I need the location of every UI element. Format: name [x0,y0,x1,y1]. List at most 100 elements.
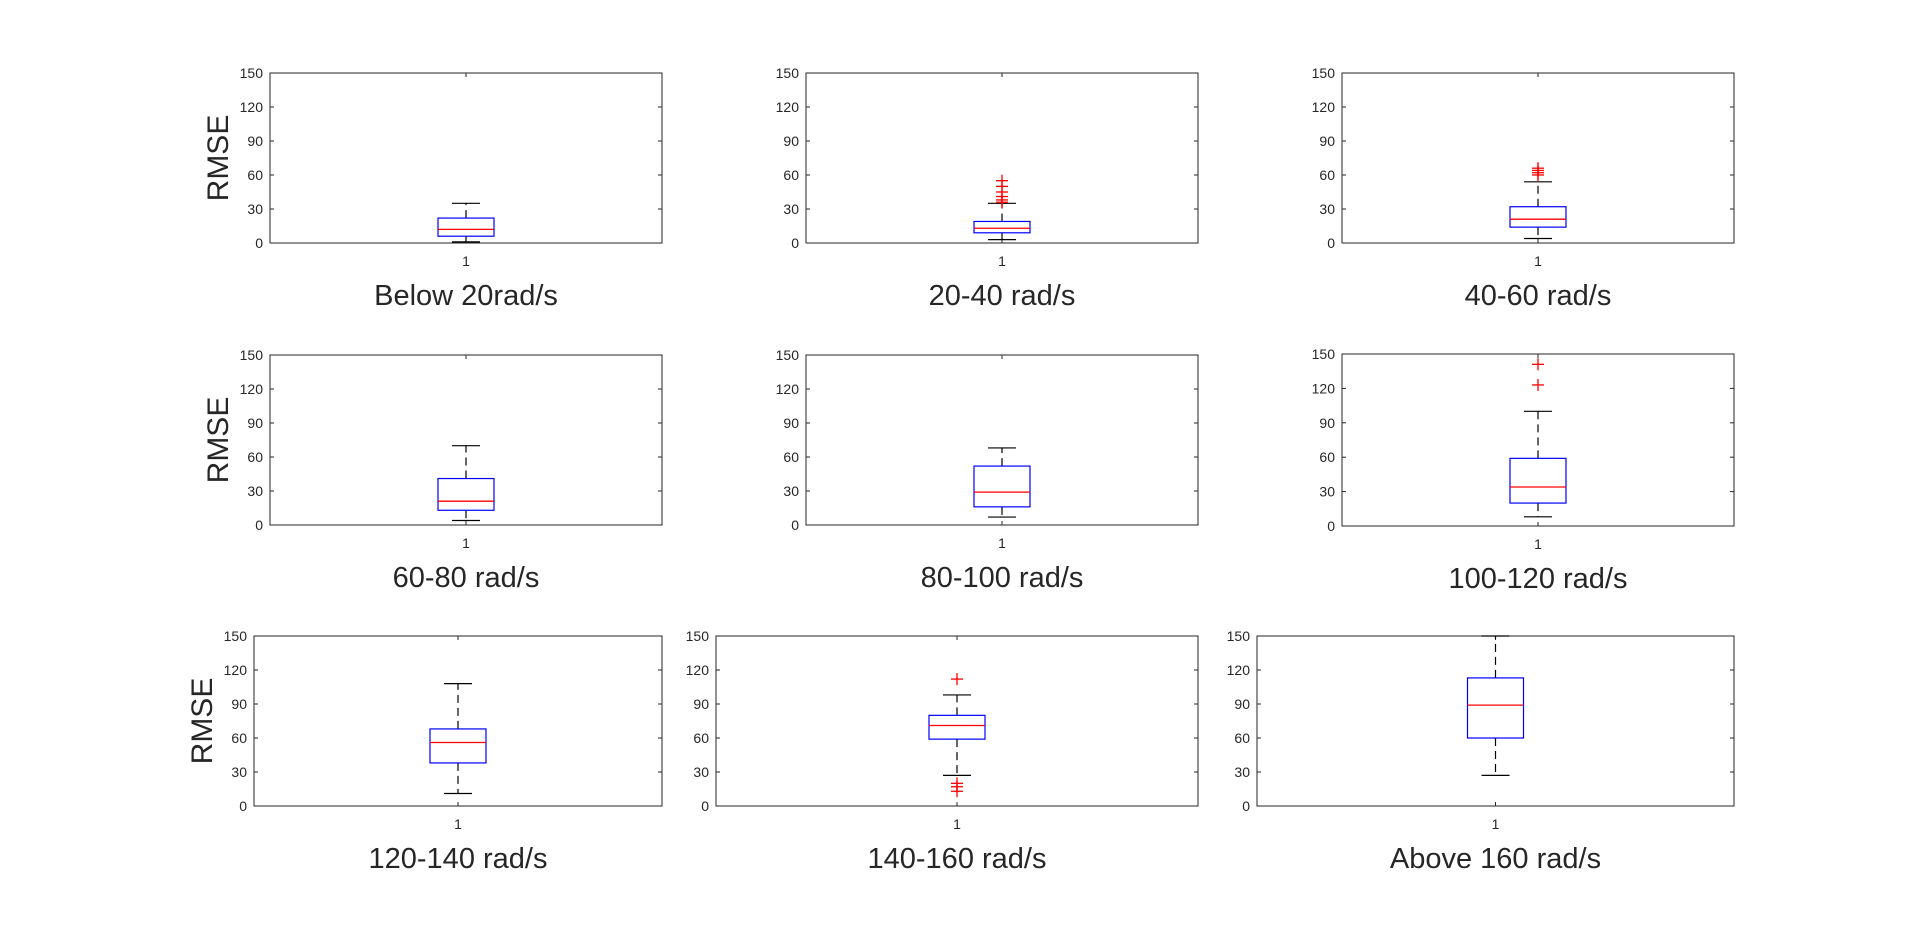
y-tick-label: 30 [247,483,263,499]
outlier-point [1532,378,1544,391]
y-tick-label: 90 [247,133,263,149]
subplot-1: 0 30 60 90 120 150 1 Below 20rad/s RMSE [202,65,663,312]
y-tick-label: 120 [1227,662,1251,678]
x-axis-label: 120-140 rad/s [369,843,548,875]
y-tick-label: 60 [247,449,263,465]
y-tick-label: 150 [686,628,710,644]
x-tick-label: 1 [953,816,961,832]
y-tick-label: 120 [776,99,800,115]
y-tick-label: 0 [255,517,263,533]
outlier-point [951,673,963,686]
y-tick-label: 150 [1227,628,1251,644]
y-tick-label: 0 [791,235,799,251]
x-axis-label: 100-120 rad/s [1449,563,1628,595]
y-tick-label: 60 [783,449,799,465]
y-tick-label: 30 [693,764,709,780]
subplot-8: 0 30 60 90 120 150 1 140-160 rad/s [686,628,1199,875]
x-axis-label: 20-40 rad/s [929,280,1076,312]
y-tick-label: 0 [1242,798,1250,814]
y-tick-label: 150 [240,65,264,81]
y-tick-label: 30 [1319,484,1335,500]
x-tick-label: 1 [454,816,462,832]
iqr-box [928,714,986,740]
outlier-point [1532,358,1544,371]
y-axis-label: RMSE [202,115,235,202]
y-tick-label: 120 [776,381,800,397]
x-axis-label: 140-160 rad/s [868,843,1047,875]
y-tick-label: 150 [1312,346,1336,362]
x-tick-label: 1 [998,535,1006,551]
y-tick-label: 60 [1234,730,1250,746]
iqr-box [437,217,495,237]
iqr-box [973,220,1031,234]
subplot-9: 0 30 60 90 120 150 1 Above 160 rad/s [1227,628,1735,875]
y-tick-label: 30 [231,764,247,780]
y-tick-label: 120 [686,662,710,678]
y-tick-label: 0 [239,798,247,814]
x-tick-label: 1 [998,253,1006,269]
y-tick-label: 60 [693,730,709,746]
y-tick-label: 90 [247,415,263,431]
subplot-3: 0 30 60 90 120 150 1 40-60 rad/s [1312,65,1735,312]
y-tick-label: 0 [1327,235,1335,251]
x-tick-label: 1 [1534,536,1542,552]
x-axis-label: 80-100 rad/s [921,562,1084,594]
y-tick-label: 60 [231,730,247,746]
subplot-7: 0 30 60 90 120 150 1 120-140 rad/s RMSE [186,628,663,875]
axes-frame [269,354,663,526]
x-tick-label: 1 [462,535,470,551]
subplot-5: 0 30 60 90 120 150 1 80-100 rad/s [776,347,1199,594]
y-tick-label: 30 [247,201,263,217]
y-tick-label: 60 [783,167,799,183]
y-tick-label: 150 [1312,65,1336,81]
y-tick-label: 120 [1312,99,1336,115]
iqr-box [1509,457,1567,504]
y-tick-label: 120 [1312,380,1336,396]
y-tick-label: 120 [240,99,264,115]
y-tick-label: 150 [240,347,264,363]
y-tick-label: 90 [1234,696,1250,712]
x-axis-label: 40-60 rad/s [1465,280,1612,312]
y-tick-label: 30 [1234,764,1250,780]
y-axis-label: RMSE [202,397,235,484]
outlier-point [996,174,1008,187]
outlier-point [951,777,963,790]
y-tick-label: 90 [1319,133,1335,149]
x-axis-label: Below 20rad/s [374,280,558,312]
y-tick-label: 120 [240,381,264,397]
y-tick-label: 150 [224,628,248,644]
y-tick-label: 90 [783,133,799,149]
y-tick-label: 90 [693,696,709,712]
y-tick-label: 150 [776,65,800,81]
iqr-box [1509,206,1567,228]
y-tick-label: 30 [783,201,799,217]
subplot-2: 0 30 60 90 120 150 1 20-40 rad/s [776,65,1199,312]
y-tick-label: 60 [1319,449,1335,465]
y-tick-label: 0 [1327,518,1335,534]
y-tick-label: 60 [247,167,263,183]
y-tick-label: 0 [791,517,799,533]
iqr-box [1466,677,1525,739]
y-tick-label: 30 [1319,201,1335,217]
iqr-box [973,465,1031,508]
iqr-box [429,728,487,764]
subplot-6: 0 30 60 90 120 150 1 100-120 rad/s [1312,346,1735,595]
y-tick-label: 60 [1319,167,1335,183]
x-tick-label: 1 [462,253,470,269]
y-tick-label: 150 [776,347,800,363]
y-tick-label: 0 [255,235,263,251]
iqr-box [437,477,495,511]
x-tick-label: 1 [1492,816,1500,832]
x-axis-label: Above 160 rad/s [1390,843,1601,875]
axes-frame [1341,72,1735,244]
axes-frame [805,354,1199,526]
y-axis-label: RMSE [186,678,219,765]
y-tick-label: 90 [1319,415,1335,431]
y-tick-label: 90 [783,415,799,431]
x-tick-label: 1 [1534,253,1542,269]
outlier-point [1532,162,1544,175]
x-axis-label: 60-80 rad/s [393,562,540,594]
y-tick-label: 0 [701,798,709,814]
y-tick-label: 90 [231,696,247,712]
